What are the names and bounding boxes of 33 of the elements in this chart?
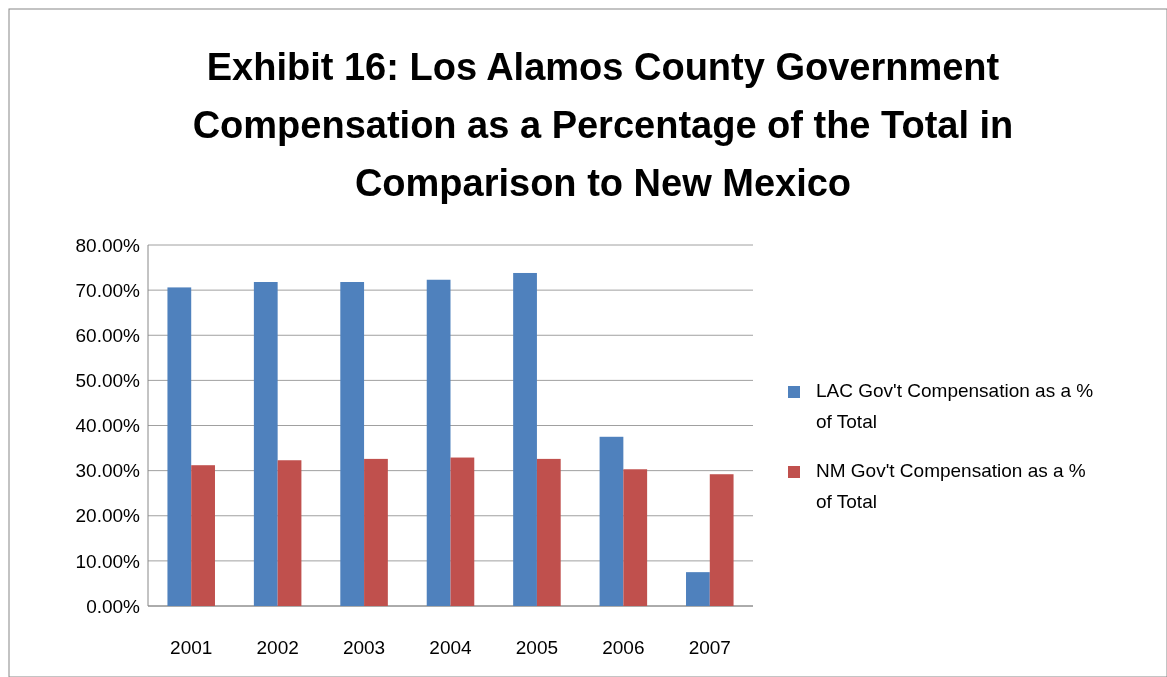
y-tick-label: 50.00% — [75, 370, 141, 392]
bar — [450, 457, 475, 606]
x-tick-label: 2006 — [602, 637, 645, 658]
bar — [167, 287, 192, 606]
x-tick-label: 2003 — [342, 637, 386, 658]
legend-label: LAC Gov't Compensation as a % of Total — [816, 380, 1094, 432]
bar — [277, 460, 302, 606]
x-tick-label: 2001 — [170, 637, 213, 658]
y-tick-label: 60.00% — [75, 324, 141, 346]
y-tick-label: 10.00% — [75, 550, 141, 572]
bar — [364, 458, 388, 606]
bar — [513, 272, 537, 606]
x-tick-label: 2007 — [688, 637, 731, 658]
y-tick-label: 0.00% — [86, 595, 141, 617]
y-tick-label: 40.00% — [75, 415, 141, 437]
y-tick-label: 20.00% — [75, 505, 141, 527]
y-tick-label: 70.00% — [75, 279, 141, 301]
bar — [686, 572, 710, 606]
bar — [599, 436, 624, 606]
x-tick-label: 2002 — [256, 637, 299, 658]
bar — [191, 465, 215, 606]
chart-title: Exhibit 16: Los Alamos County Government Compensation as a Percentage of the Total in Comparison to New Mexico — [192, 46, 1014, 204]
bar — [253, 282, 278, 606]
bar — [709, 474, 734, 606]
bar — [623, 469, 648, 606]
bar — [340, 282, 365, 606]
y-tick-label: 80.00% — [75, 234, 141, 256]
x-tick-label: 2004 — [429, 637, 473, 658]
bar — [536, 458, 561, 606]
legend-label: NM Gov't Compensation as a % of Total — [816, 460, 1086, 512]
bar — [426, 279, 451, 606]
y-tick-label: 30.00% — [75, 460, 141, 482]
x-tick-label: 2005 — [515, 637, 559, 658]
